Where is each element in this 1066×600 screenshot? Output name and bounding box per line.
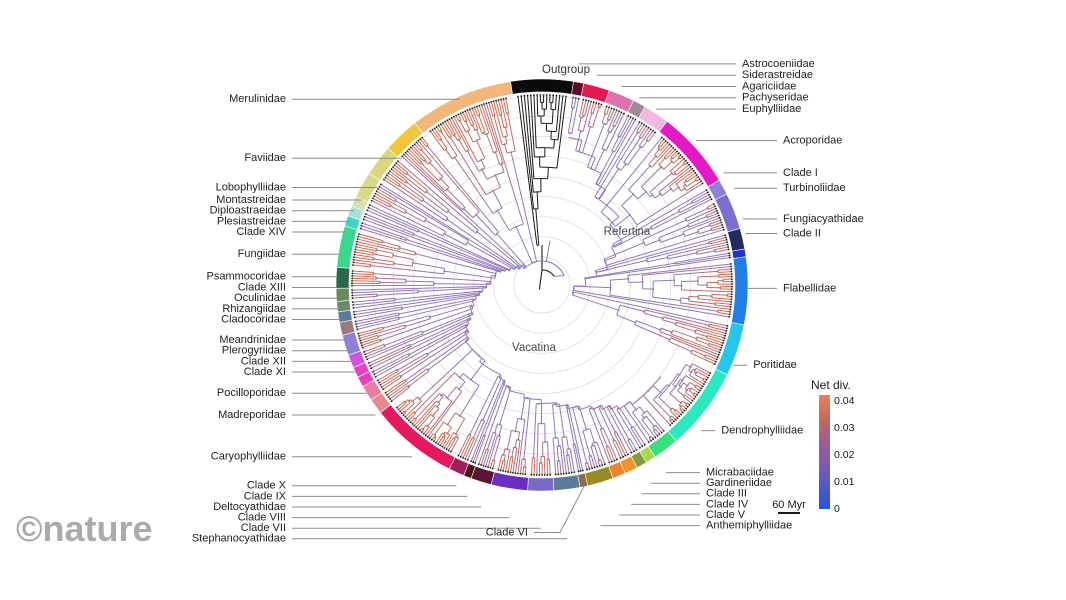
svg-text:Acroporidae: Acroporidae (783, 135, 842, 147)
svg-text:Clade XI: Clade XI (244, 366, 286, 378)
svg-text:0.01: 0.01 (834, 476, 855, 488)
svg-text:Cladocoridae: Cladocoridae (221, 313, 286, 325)
svg-text:Fungiidae: Fungiidae (238, 248, 286, 260)
svg-text:Vacatina: Vacatina (512, 342, 557, 354)
svg-text:Pachyseridae: Pachyseridae (742, 92, 809, 104)
svg-text:Siderastreidae: Siderastreidae (742, 69, 813, 81)
svg-text:Clade I: Clade I (783, 167, 818, 179)
svg-text:©nature: ©nature (16, 508, 153, 549)
svg-text:Poritidae: Poritidae (753, 359, 796, 371)
svg-text:Flabellidae: Flabellidae (783, 282, 836, 294)
svg-text:Dendrophylliidae: Dendrophylliidae (721, 425, 803, 437)
svg-text:0: 0 (834, 503, 840, 515)
svg-text:60 Myr: 60 Myr (772, 499, 806, 511)
svg-text:Lobophylliidae: Lobophylliidae (216, 181, 286, 193)
svg-text:Clade II: Clade II (783, 227, 821, 239)
svg-text:Euphylliidae: Euphylliidae (742, 103, 801, 115)
svg-text:Clade XIV: Clade XIV (236, 226, 286, 238)
svg-text:Outgroup: Outgroup (542, 64, 590, 76)
svg-text:Net div.: Net div. (811, 378, 851, 392)
svg-text:Stephanocyathidae: Stephanocyathidae (192, 533, 286, 545)
svg-text:Refertina: Refertina (604, 226, 651, 238)
svg-text:Pocilloporidae: Pocilloporidae (217, 387, 286, 399)
svg-text:0.02: 0.02 (834, 449, 855, 461)
svg-text:Merulinidae: Merulinidae (229, 93, 286, 105)
svg-text:Caryophylliidae: Caryophylliidae (211, 451, 286, 463)
svg-text:Fungiacyathidae: Fungiacyathidae (783, 213, 864, 225)
svg-text:Faviidae: Faviidae (244, 152, 286, 164)
svg-text:Astrocoeniidae: Astrocoeniidae (742, 58, 815, 70)
svg-text:Agariciidae: Agariciidae (742, 80, 796, 92)
svg-text:0.03: 0.03 (834, 422, 855, 434)
svg-text:Anthemiphylliidae: Anthemiphylliidae (706, 520, 792, 532)
svg-text:Madreporidae: Madreporidae (218, 409, 286, 421)
svg-text:Clade VI: Clade VI (486, 526, 528, 538)
svg-text:0.04: 0.04 (834, 395, 855, 407)
svg-text:Turbinoliidae: Turbinoliidae (783, 182, 846, 194)
